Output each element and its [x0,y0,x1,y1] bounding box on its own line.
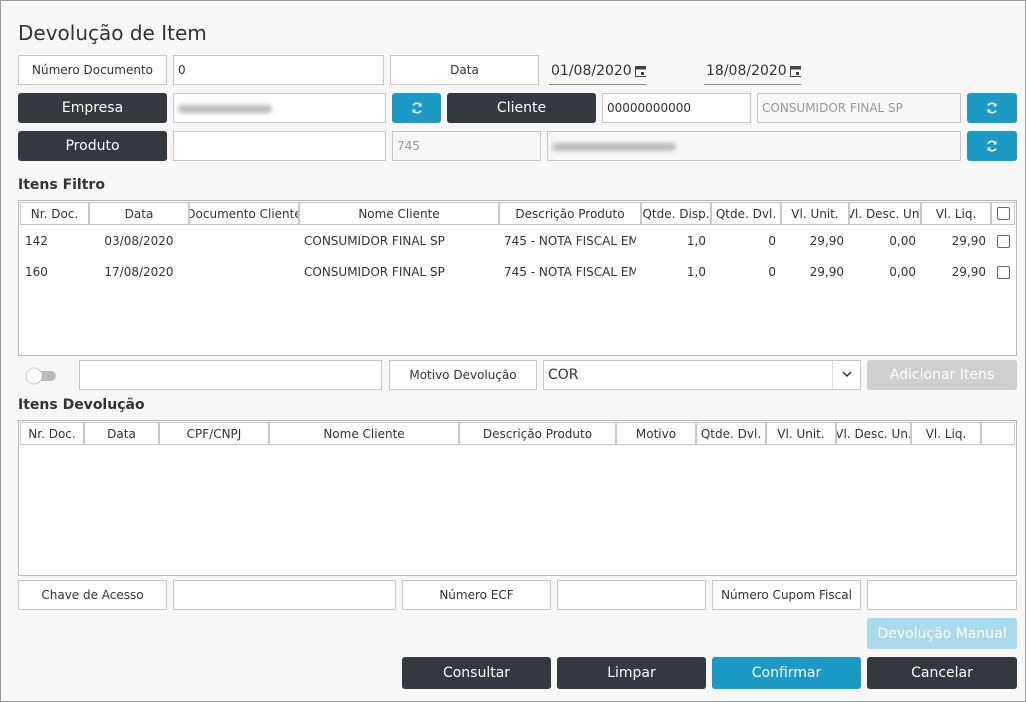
button[interactable]: Consultar [402,657,551,689]
column-header: Vl. Unit. [781,202,849,225]
refresh-icon [987,140,997,152]
table-cell: 29,90 [951,265,986,279]
table-cell: 0 [768,265,776,279]
title: Devolução de Item [18,21,207,45]
table-cell: 03/08/2020 [104,234,174,248]
label: Número Documento [18,55,167,85]
refresh-icon [411,102,422,114]
column-header: Descrição Produto [459,422,616,445]
column-header: Nome Cliente [269,422,459,445]
column-header: Vl. Desc. Un. [836,422,911,445]
table-cell: 29,90 [809,265,844,279]
column-header: Data [84,422,159,445]
input [547,131,961,161]
column-header: Nr. Doc. [20,202,89,225]
select[interactable]: COR [543,360,861,390]
row-checkbox-cell [991,230,1015,252]
input[interactable] [557,580,706,610]
button[interactable]: Produto [18,131,167,161]
button[interactable]: Adicionar Itens [867,360,1017,390]
row-checkbox-cell [991,261,1015,283]
table: Nr. Doc. Data CPF/CNPJ Nome Cliente Descriçã… [18,420,1017,576]
blurred-text [552,143,676,151]
column-header: Data [89,202,189,225]
input: CONSUMIDOR FINAL SP [757,93,961,123]
label: Número ECF [402,580,551,610]
button[interactable]: Devolução Manual [867,618,1017,649]
label: Chave de Acesso [18,580,167,610]
row-checkbox[interactable] [996,265,1010,279]
column-header: Vl. Liq. [921,202,991,225]
section-title: Itens Filtro [18,177,105,193]
calendar-icon [789,65,801,77]
label: Motivo Devolução [389,360,537,390]
table-cell [194,230,294,252]
input: 745 [392,131,541,161]
table: Nr. Doc. Data Documento Cliente Nome Client… [18,200,1017,356]
label: Data [390,55,539,85]
select-all-checkbox[interactable] [996,207,1010,220]
date: 01/08/2020 [551,62,632,79]
table-cell: CONSUMIDOR FINAL SP [304,265,445,279]
date-input[interactable]: 18/08/2020 [704,57,801,85]
column-header: Nr. Doc. [20,422,84,445]
column-header [981,422,1015,445]
input[interactable] [173,580,396,610]
date: 18/08/2020 [706,62,787,79]
button[interactable]: Cancelar [867,657,1017,689]
column-header: Qtde. Disp. [641,202,711,225]
column-header: Vl. Desc. Un. [849,202,921,225]
table-cell: 29,90 [951,234,986,248]
section-title: Itens Devolução [18,397,145,413]
label: Número Cupom Fiscal [712,580,861,610]
calendar-icon [634,65,646,77]
blurred-text [178,105,272,113]
column-header: CPF/CNPJ [159,422,269,445]
column-header: Motivo [616,422,696,445]
column-header: Documento Cliente [189,202,299,225]
row-checkbox[interactable] [996,234,1010,248]
input[interactable] [173,131,386,161]
column-header: Vl. Liq. [911,422,981,445]
input[interactable] [173,93,386,123]
column-header: Vl. Unit. [766,422,836,445]
input[interactable]: 00000000000 [602,93,751,123]
table-cell [194,261,294,283]
input[interactable] [79,360,382,390]
column-header: Qtde. Dvl. [711,202,781,225]
input[interactable]: 0 [173,55,384,85]
refresh-button[interactable] [392,93,441,123]
toggle[interactable] [25,367,59,385]
table-cell: 17/08/2020 [104,265,174,279]
button[interactable]: Confirmar [712,657,861,689]
table-cell: 0 [768,234,776,248]
button[interactable]: Empresa [18,93,167,123]
refresh-icon [987,102,997,114]
table-cell: 1,0 [686,265,706,279]
table-cell: 0,00 [889,234,916,248]
table-cell: 0,00 [889,265,916,279]
input[interactable] [867,580,1017,610]
table-cell: 160 [25,265,48,279]
column-header: Descrição Produto [499,202,641,225]
button[interactable]: Cliente [447,93,596,123]
column-header [991,202,1015,225]
refresh-button[interactable] [967,93,1017,123]
table-cell: 1,0 [686,234,706,248]
select-value: COR [548,367,579,383]
chevron [832,361,852,389]
column-header: Qtde. Dvl. [696,422,766,445]
table-cell: 745 - NOTA FISCAL EMITIDA [504,265,636,279]
refresh-button[interactable] [967,131,1017,161]
table-cell: CONSUMIDOR FINAL SP [304,234,445,248]
date-input[interactable]: 01/08/2020 [549,57,646,85]
table-cell: 142 [25,234,48,248]
column-header: Nome Cliente [299,202,499,225]
table-cell: 745 - NOTA FISCAL EMITIDA [504,234,636,248]
table-cell: 29,90 [809,234,844,248]
button[interactable]: Limpar [557,657,706,689]
